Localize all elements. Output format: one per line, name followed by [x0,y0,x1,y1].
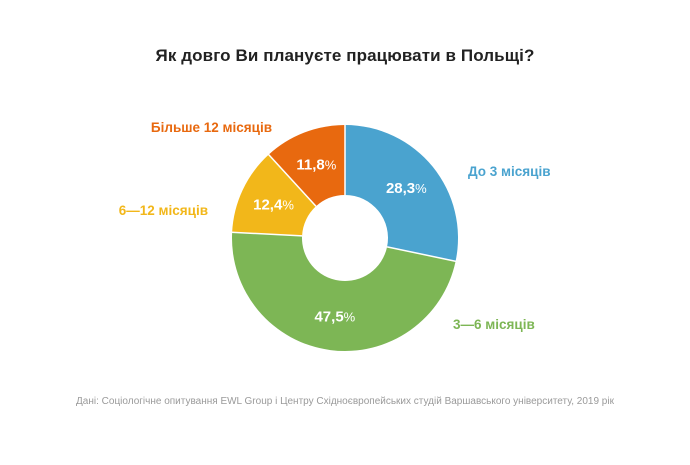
slice-value-label: 28,3% [386,180,427,197]
slice-value-label: 12,4% [253,196,294,213]
source-note: Дані: Соціологічне опитування EWL Group … [76,396,614,407]
slice-separator [231,231,303,237]
slice-value-label: 11,8% [296,156,336,173]
category-label: 6—12 місяців [119,203,208,218]
slice-separator [267,153,317,207]
slice-3-6 [232,232,456,351]
slice-do-3 [345,125,458,262]
slice-12-plus [268,125,345,207]
category-label: 3—6 місяців [453,317,535,332]
category-label: Більше 12 місяців [151,120,272,135]
slice-value-label: 47,5% [314,308,355,325]
slice-6-12 [232,154,316,236]
chart-title: Як довго Ви плануєте працювати в Польщі? [155,46,535,65]
category-label: До 3 місяців [468,164,551,179]
slice-separator [386,246,457,263]
